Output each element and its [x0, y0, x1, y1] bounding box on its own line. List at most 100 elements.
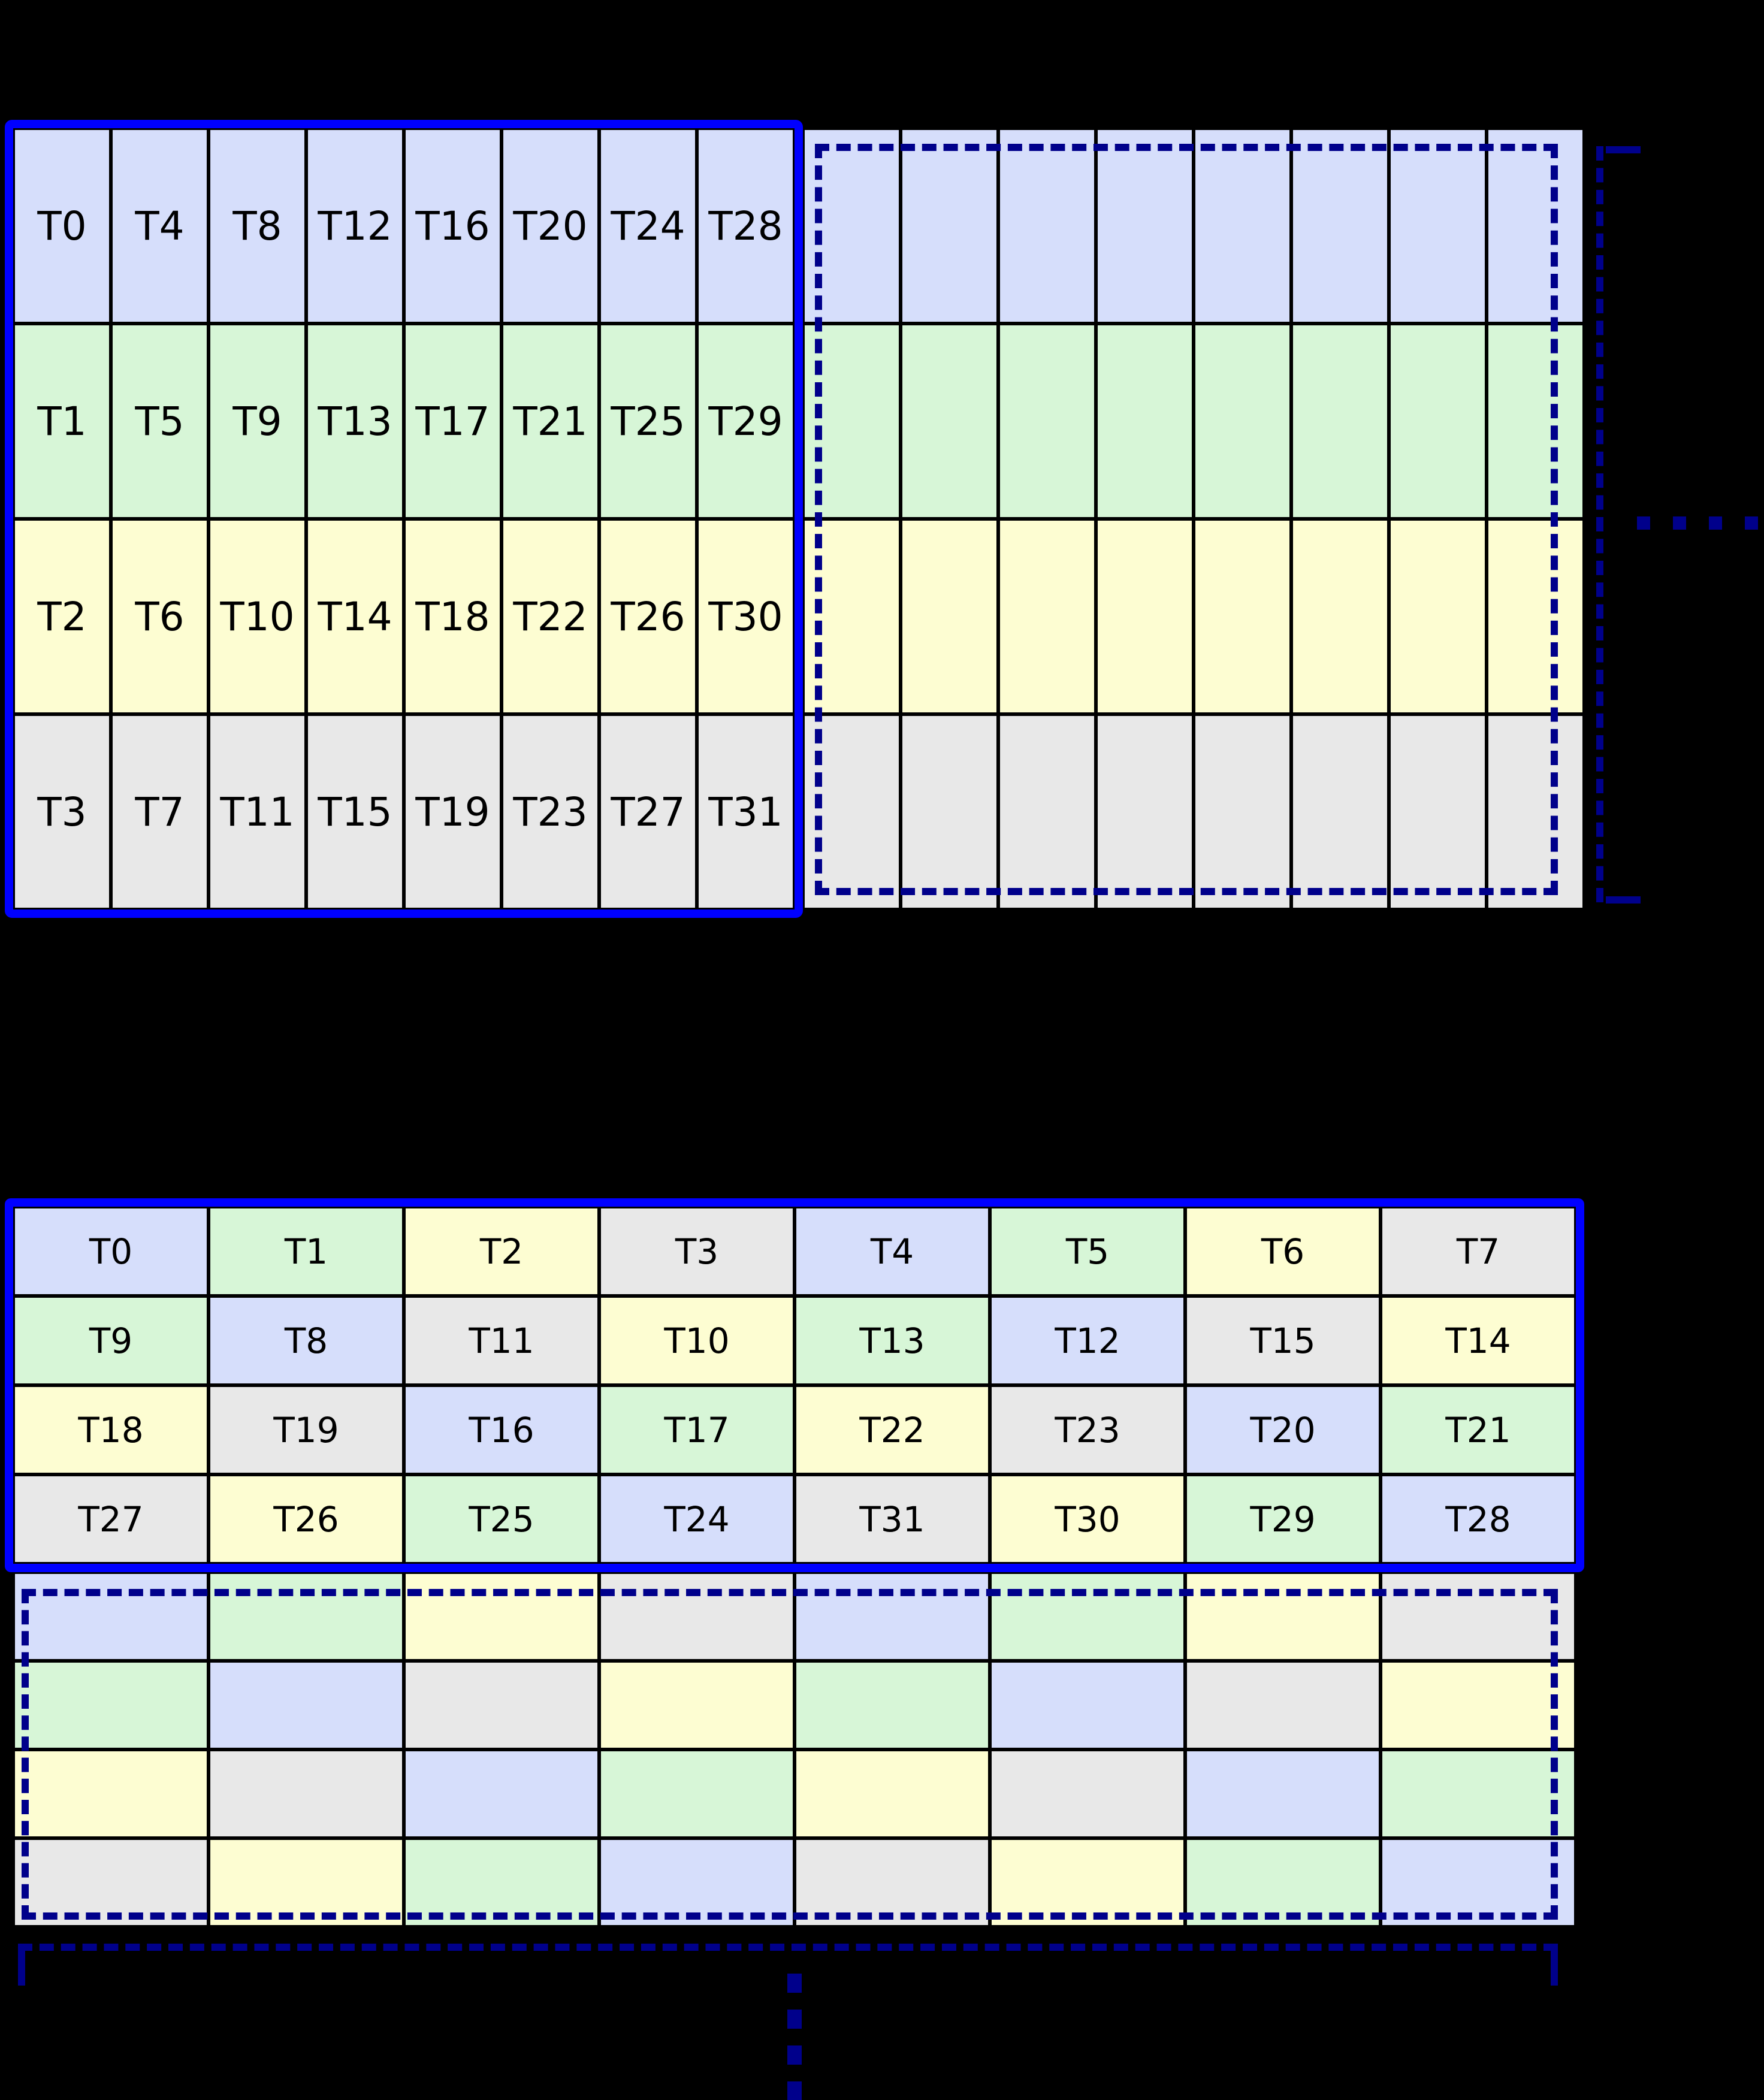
empty-thread-cell: [404, 1661, 599, 1750]
ellipsis-dot: [787, 2010, 802, 2029]
ellipsis-dot: [787, 1974, 802, 1993]
ellipsis-dot: [1673, 516, 1686, 530]
bottom-grid-labeled-cells: T0 T1 T2 T3 T4 T5 T6 T7 T9 T8 T11 T10 T13 T12 T15 T14 T1…: [13, 1207, 1576, 1564]
empty-thread-cell: [13, 1572, 209, 1661]
thread-cell-T24: T24: [599, 128, 697, 324]
top-grid-labeled-cells: T0 T4 T8 T12 T16 T20 T24 T28 T1 T5 T9 T13 T17 T21 T25 T…: [13, 128, 795, 910]
bottom-grid-continuation-block: [13, 1572, 1576, 1927]
thread-cell-T24: T24: [599, 1474, 795, 1564]
thread-cell-T26: T26: [599, 519, 697, 714]
empty-thread-cell: [795, 1661, 990, 1750]
empty-thread-cell: [1194, 714, 1291, 910]
empty-thread-cell: [1389, 519, 1487, 714]
thread-cell-T31: T31: [697, 714, 795, 910]
thread-cell-T20: T20: [1185, 1385, 1381, 1474]
empty-thread-cell: [1185, 1572, 1381, 1661]
empty-thread-cell: [1291, 128, 1389, 324]
empty-thread-cell: [795, 1750, 990, 1838]
thread-cell-T30: T30: [697, 519, 795, 714]
thread-cell-T0: T0: [13, 1207, 209, 1296]
thread-cell-T22: T22: [795, 1385, 990, 1474]
empty-thread-cell: [1381, 1572, 1576, 1661]
thread-cell-T21: T21: [502, 324, 599, 519]
ellipsis-dot: [1745, 516, 1758, 530]
empty-thread-cell: [901, 714, 998, 910]
horizontal-ellipsis-dots: [1637, 516, 1758, 530]
empty-thread-cell: [599, 1661, 795, 1750]
thread-cell-T23: T23: [990, 1385, 1185, 1474]
bottom-grid-continuation-bracket-left-stub: [18, 1951, 25, 1986]
thread-cell-T16: T16: [404, 128, 502, 324]
empty-thread-cell: [1194, 128, 1291, 324]
empty-thread-cell: [1194, 519, 1291, 714]
thread-cell-T17: T17: [404, 324, 502, 519]
thread-cell-T5: T5: [990, 1207, 1185, 1296]
empty-thread-cell: [901, 519, 998, 714]
empty-thread-cell: [1487, 714, 1584, 910]
empty-thread-cell: [1487, 128, 1584, 324]
empty-thread-cell: [998, 519, 1096, 714]
empty-thread-cell: [599, 1750, 795, 1838]
empty-thread-cell: [13, 1750, 209, 1838]
thread-cell-T1: T1: [13, 324, 111, 519]
thread-cell-T25: T25: [404, 1474, 599, 1564]
top-grid-continuation-bracket-bottom-stub: [1606, 896, 1641, 904]
thread-cell-T30: T30: [990, 1474, 1185, 1564]
empty-thread-cell: [1096, 128, 1194, 324]
empty-thread-cell: [1185, 1661, 1381, 1750]
ellipsis-dot: [787, 2081, 802, 2100]
thread-cell-T22: T22: [502, 519, 599, 714]
thread-cell-T18: T18: [404, 519, 502, 714]
empty-thread-cell: [404, 1838, 599, 1927]
empty-thread-cell: [1389, 128, 1487, 324]
top-grid-dashed-warp-outline: [815, 144, 1558, 895]
empty-thread-cell: [1389, 324, 1487, 519]
empty-thread-cell: [990, 1838, 1185, 1927]
thread-cell-T11: T11: [209, 714, 306, 910]
thread-cell-T2: T2: [404, 1207, 599, 1296]
thread-cell-T5: T5: [111, 324, 209, 519]
bottom-grid-continuation-bracket-right-stub: [1551, 1951, 1558, 1986]
thread-cell-T7: T7: [111, 714, 209, 910]
empty-thread-cell: [599, 1838, 795, 1927]
empty-thread-cell: [901, 128, 998, 324]
thread-cell-T14: T14: [306, 519, 404, 714]
bottom-grid-labeled-block: T0 T1 T2 T3 T4 T5 T6 T7 T9 T8 T11 T10 T13 T12 T15 T14 T1…: [5, 1198, 1584, 1572]
thread-cell-T28: T28: [1381, 1474, 1576, 1564]
empty-thread-cell: [599, 1572, 795, 1661]
thread-cell-T10: T10: [599, 1296, 795, 1385]
empty-thread-cell: [1194, 324, 1291, 519]
thread-cell-T14: T14: [1381, 1296, 1576, 1385]
top-grid-labeled-block: T0 T4 T8 T12 T16 T20 T24 T28 T1 T5 T9 T13 T17 T21 T25 T…: [5, 120, 803, 918]
empty-thread-cell: [1096, 519, 1194, 714]
empty-thread-cell: [990, 1750, 1185, 1838]
empty-thread-cell: [990, 1572, 1185, 1661]
empty-thread-cell: [901, 324, 998, 519]
empty-thread-cell: [998, 714, 1096, 910]
empty-thread-cell: [1487, 324, 1584, 519]
empty-thread-cell: [1381, 1750, 1576, 1838]
empty-thread-cell: [1291, 714, 1389, 910]
thread-cell-T18: T18: [13, 1385, 209, 1474]
thread-cell-T1: T1: [209, 1207, 404, 1296]
thread-cell-T6: T6: [1185, 1207, 1381, 1296]
thread-cell-T29: T29: [697, 324, 795, 519]
empty-thread-cell: [1381, 1661, 1576, 1750]
thread-cell-T13: T13: [795, 1296, 990, 1385]
thread-cell-T19: T19: [209, 1385, 404, 1474]
thread-cell-T11: T11: [404, 1296, 599, 1385]
thread-cell-T31: T31: [795, 1474, 990, 1564]
empty-thread-cell: [1096, 714, 1194, 910]
thread-cell-T12: T12: [990, 1296, 1185, 1385]
empty-thread-cell: [209, 1661, 404, 1750]
top-grid-continuation-bracket-top-stub: [1606, 146, 1641, 153]
bottom-grid-continuation-bracket-line: [18, 1944, 1558, 1951]
empty-thread-cell: [795, 1572, 990, 1661]
empty-thread-cell: [404, 1750, 599, 1838]
thread-cell-T15: T15: [1185, 1296, 1381, 1385]
top-grid-continuation-block: [803, 128, 1584, 910]
thread-cell-T13: T13: [306, 324, 404, 519]
thread-cell-T27: T27: [599, 714, 697, 910]
thread-cell-T20: T20: [502, 128, 599, 324]
